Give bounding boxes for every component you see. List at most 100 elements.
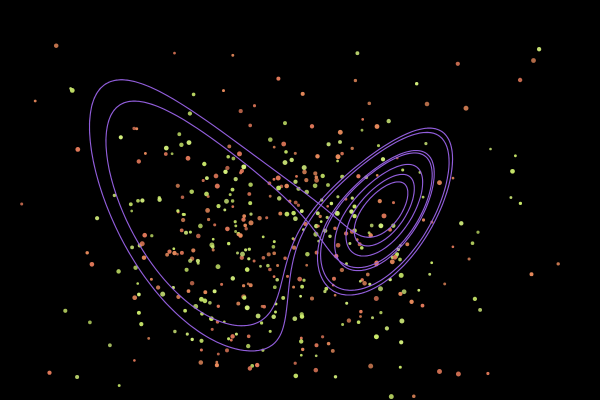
particle (424, 142, 428, 146)
particle (255, 362, 260, 368)
particle (319, 220, 323, 223)
particle (238, 109, 243, 114)
particle (272, 285, 277, 290)
particle (326, 183, 330, 187)
particle (313, 367, 319, 373)
particle (185, 155, 191, 161)
particle (284, 183, 290, 189)
particle (428, 272, 432, 276)
particle (257, 216, 262, 221)
particle (69, 88, 75, 93)
particle (196, 233, 201, 239)
particle (299, 314, 305, 319)
particle (437, 180, 442, 186)
particle (165, 252, 169, 257)
particle (350, 146, 354, 151)
particle (421, 195, 425, 199)
particle (536, 47, 542, 52)
particle (265, 216, 269, 220)
particle (509, 196, 513, 199)
particle (239, 168, 244, 174)
particle (184, 230, 188, 235)
particle (401, 289, 407, 295)
particle (274, 310, 277, 314)
particle (139, 322, 144, 327)
particle (201, 178, 205, 183)
particle (375, 173, 379, 177)
particle (302, 278, 306, 282)
particle (216, 304, 220, 308)
particle (199, 348, 203, 352)
particle (271, 314, 276, 320)
particle (241, 217, 246, 222)
particle (198, 360, 204, 365)
particle (190, 337, 194, 342)
particle (470, 241, 475, 245)
particle (206, 217, 211, 222)
particle (179, 250, 184, 255)
particle (305, 263, 309, 267)
particle (247, 366, 253, 371)
particle (283, 256, 287, 261)
particle (459, 221, 464, 226)
particle (261, 256, 266, 260)
particle (214, 183, 220, 189)
particle (409, 299, 414, 304)
particle (486, 371, 490, 376)
particle (211, 248, 215, 252)
particle (529, 272, 534, 277)
particle (234, 224, 238, 228)
particle (299, 209, 304, 213)
particle (136, 159, 141, 164)
particle (170, 152, 174, 156)
particle (252, 259, 256, 263)
particle (225, 226, 230, 232)
particle (137, 292, 141, 297)
particle (300, 91, 305, 96)
particle (95, 216, 100, 221)
particle (348, 241, 352, 246)
particle (241, 284, 246, 288)
particle (510, 168, 515, 174)
particle (380, 157, 386, 162)
particle (163, 145, 169, 151)
particle (252, 104, 257, 108)
particle (299, 336, 303, 340)
particle (360, 246, 364, 250)
particle (337, 129, 343, 135)
particle (378, 286, 383, 292)
particle (275, 278, 279, 282)
particle (335, 154, 341, 160)
particle (272, 275, 276, 278)
particle (230, 199, 235, 203)
particle (392, 201, 395, 205)
particle (117, 384, 121, 387)
particle (231, 53, 235, 57)
particle (328, 234, 332, 239)
particle (272, 177, 276, 181)
particle (283, 121, 287, 126)
particle (206, 195, 210, 198)
particle (247, 192, 252, 196)
particle (143, 151, 147, 155)
particle (203, 290, 208, 295)
particle (289, 157, 294, 163)
particle (222, 89, 225, 93)
particle (305, 251, 310, 257)
particle (231, 205, 235, 208)
particle (296, 203, 301, 207)
particle (246, 343, 251, 349)
particle (300, 284, 304, 289)
particle (313, 231, 319, 237)
particle (135, 127, 139, 131)
particle (339, 267, 345, 273)
particle (163, 152, 168, 156)
particle (248, 220, 254, 226)
particle (208, 301, 212, 305)
particle (248, 123, 253, 128)
particle (352, 204, 357, 209)
particle (175, 183, 180, 188)
particle (234, 332, 238, 336)
particle (191, 248, 196, 253)
particle (293, 151, 297, 155)
